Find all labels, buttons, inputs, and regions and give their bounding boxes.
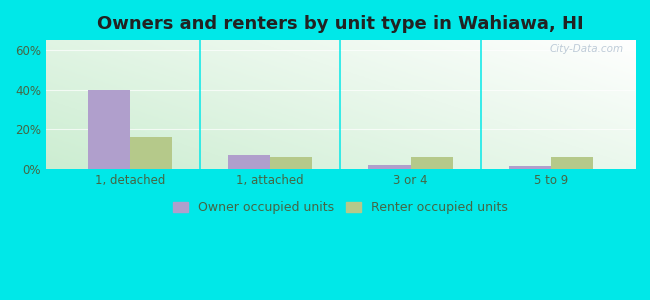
- Legend: Owner occupied units, Renter occupied units: Owner occupied units, Renter occupied un…: [173, 201, 508, 214]
- Bar: [270, 157, 313, 169]
- Bar: [551, 157, 593, 169]
- Bar: [411, 157, 452, 169]
- Bar: [88, 90, 130, 169]
- Title: Owners and renters by unit type in Wahiawa, HI: Owners and renters by unit type in Wahia…: [97, 15, 584, 33]
- Bar: [369, 165, 411, 169]
- Bar: [228, 155, 270, 169]
- Bar: [509, 166, 551, 169]
- Bar: [130, 137, 172, 169]
- Text: City-Data.com: City-Data.com: [549, 44, 623, 54]
